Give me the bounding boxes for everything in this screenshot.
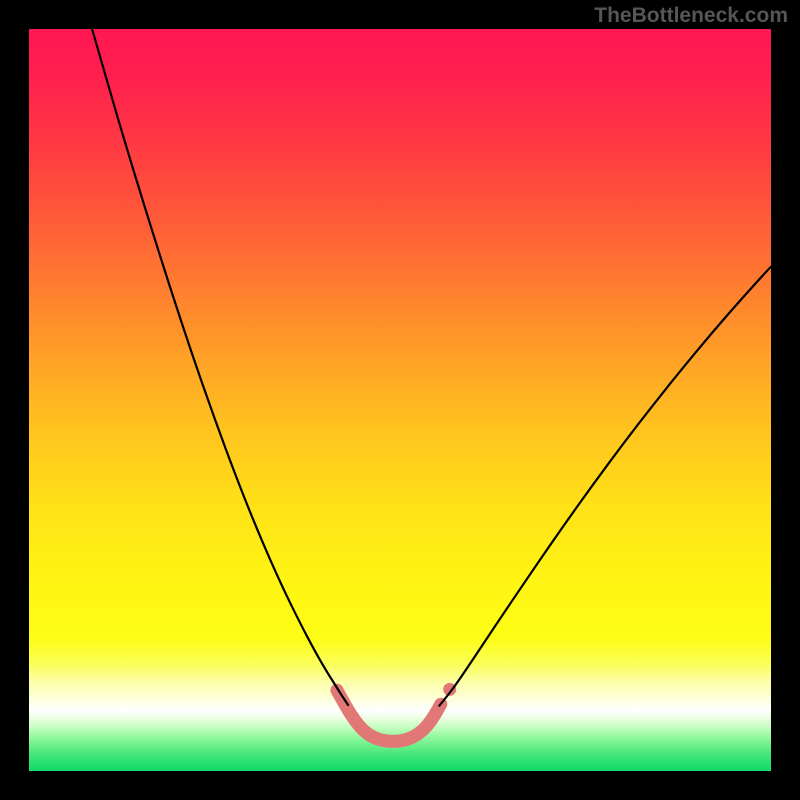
chart-frame: TheBottleneck.com — [0, 0, 800, 800]
bottleneck-chart-svg — [0, 0, 800, 800]
source-watermark: TheBottleneck.com — [594, 4, 788, 28]
plot-background-gradient — [29, 29, 771, 771]
